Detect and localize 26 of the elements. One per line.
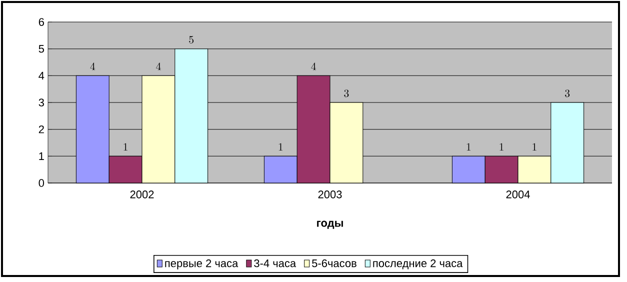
x-tick-label: 2003 bbox=[318, 190, 342, 198]
data-label: 1 bbox=[532, 143, 536, 151]
x-tick-label: 2004 bbox=[506, 190, 530, 198]
y-tick-label: 3 bbox=[38, 98, 44, 106]
data-label: 3 bbox=[565, 90, 570, 98]
y-tick-label: 4 bbox=[38, 72, 44, 80]
data-label: 4 bbox=[311, 62, 316, 70]
data-label: 4 bbox=[90, 62, 96, 70]
data-label: 1 bbox=[500, 143, 504, 151]
data-label: 3 bbox=[344, 90, 349, 98]
data-label: 4 bbox=[156, 62, 161, 70]
x-tick-label: 2002 bbox=[130, 190, 154, 198]
legend-label: 5-6часов bbox=[312, 259, 356, 268]
y-tick-label: 1 bbox=[39, 152, 44, 160]
y-tick-label: 5 bbox=[38, 45, 44, 53]
y-tick-label: 2 bbox=[38, 126, 44, 134]
legend-label: последние 2 часа bbox=[373, 259, 463, 270]
data-label: 5 bbox=[189, 36, 194, 44]
y-tick-label: 6 bbox=[38, 18, 44, 26]
y-tick-label: 0 bbox=[38, 179, 44, 187]
data-label: 1 bbox=[466, 143, 470, 151]
x-axis-title: годы bbox=[317, 220, 343, 229]
data-label: 1 bbox=[278, 143, 282, 151]
legend-label: 3-4 часа bbox=[254, 259, 296, 268]
legend-label: первые 2 часа bbox=[165, 259, 238, 270]
data-label: 1 bbox=[124, 143, 128, 151]
